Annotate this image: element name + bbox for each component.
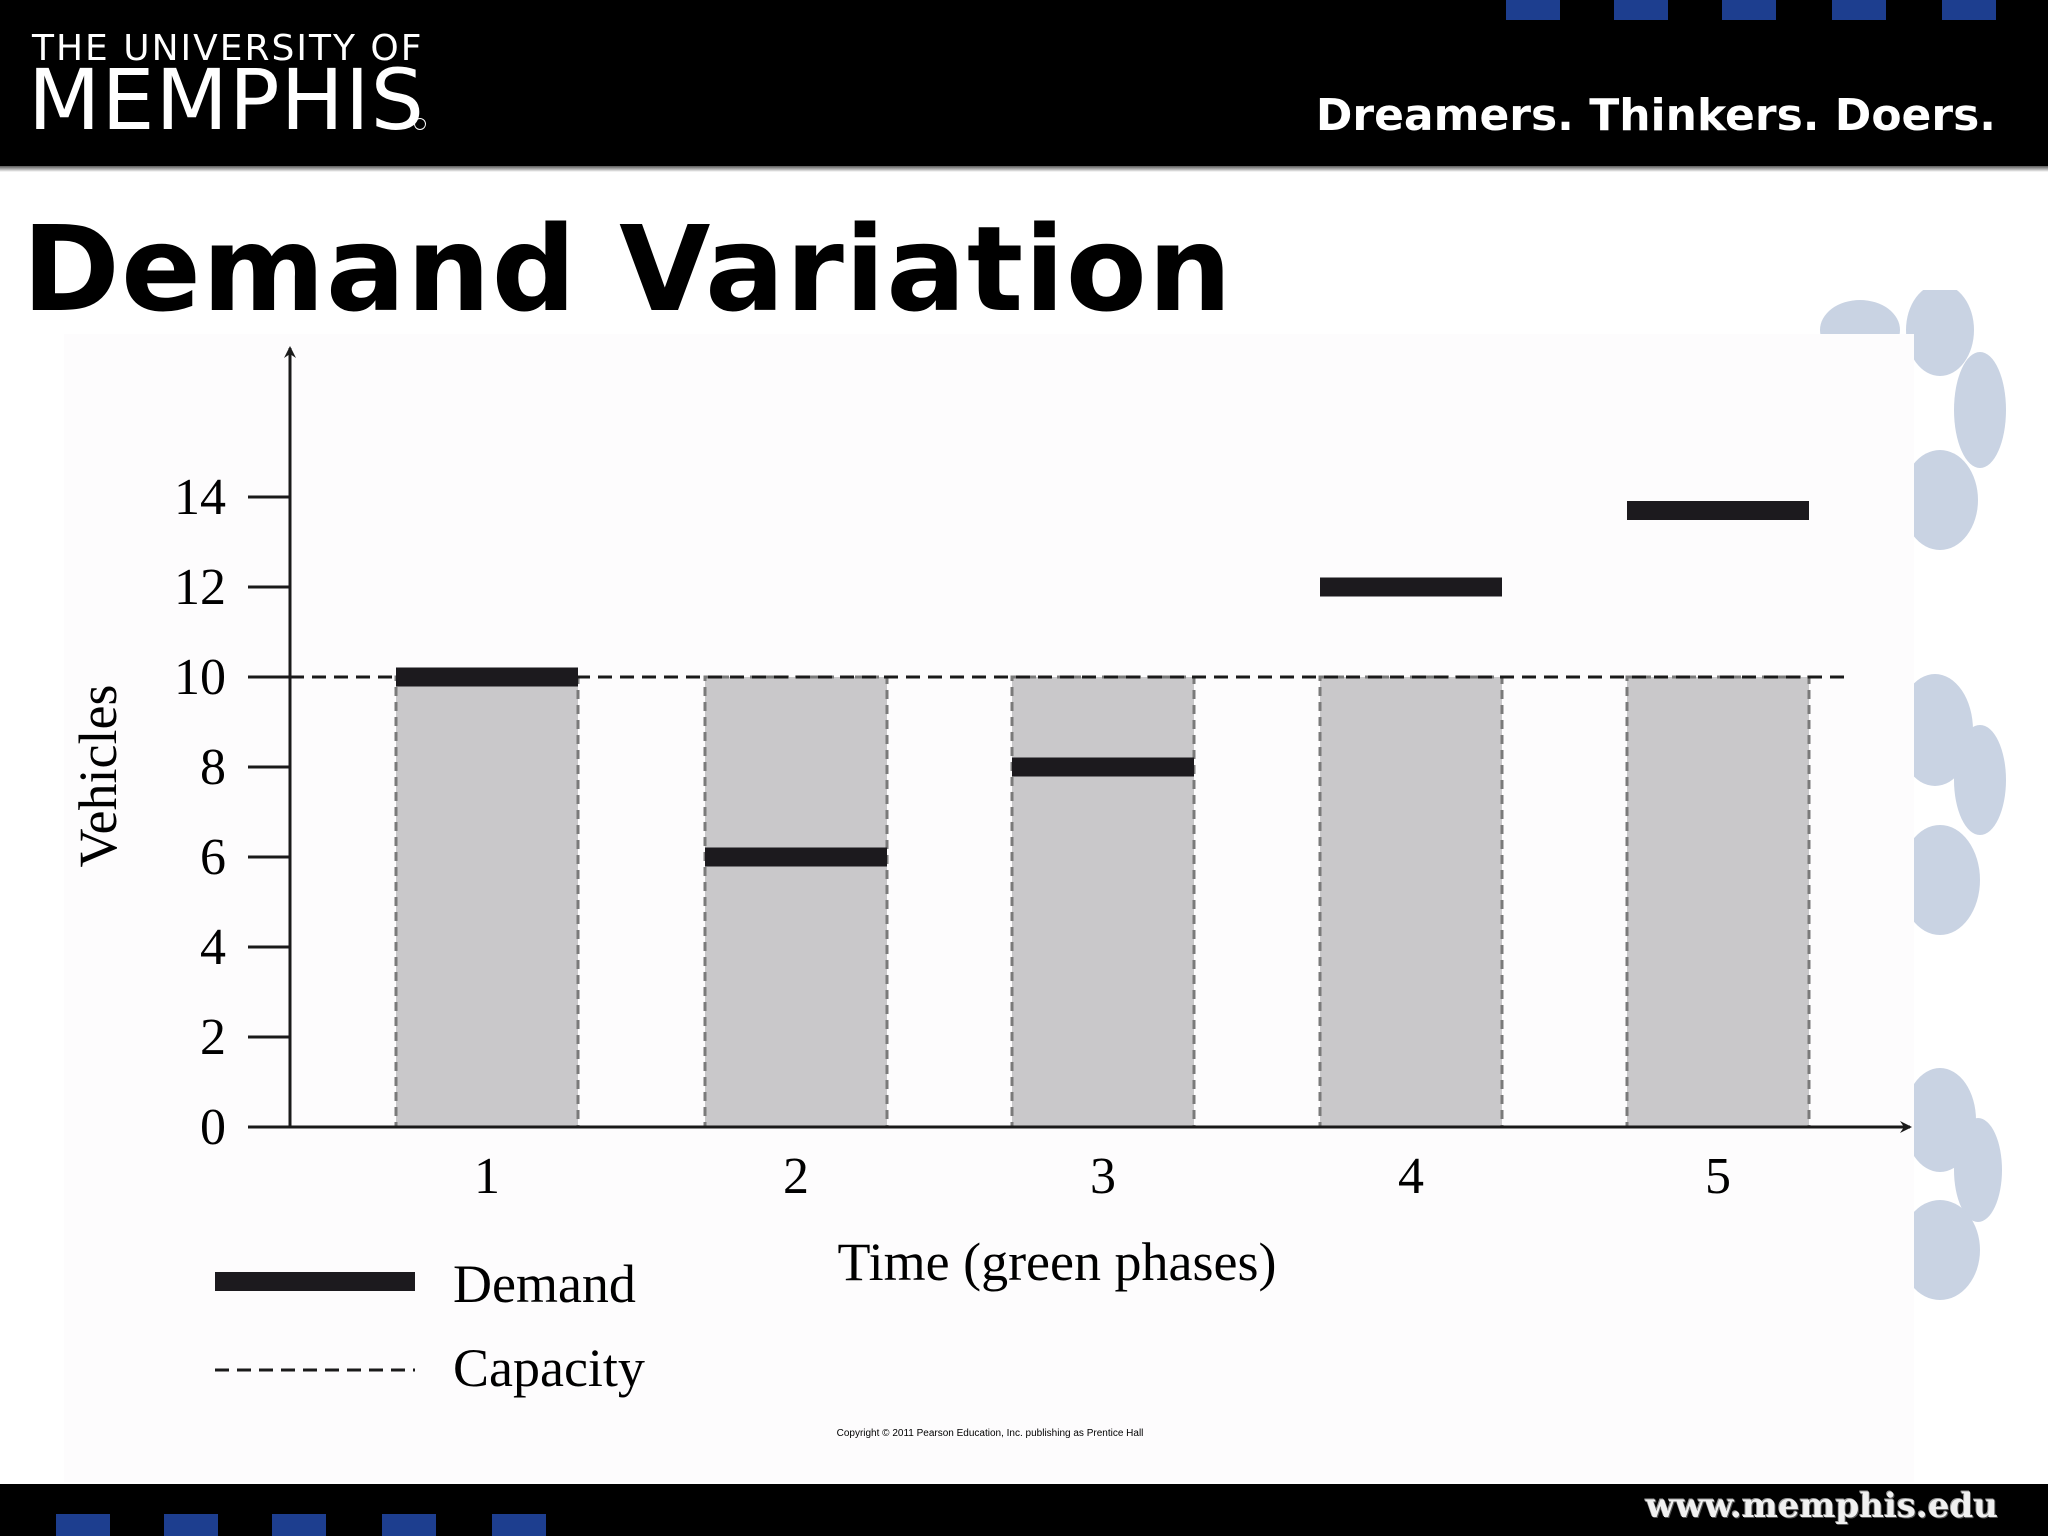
y-tick-label: 10 bbox=[174, 649, 226, 706]
legend-demand-label: Demand bbox=[453, 1254, 636, 1314]
registered-mark-icon bbox=[414, 118, 426, 130]
y-axis-label: Vehicles bbox=[68, 685, 128, 868]
capacity-bar-2 bbox=[703, 675, 889, 1129]
x-tick-label: 1 bbox=[474, 1148, 500, 1205]
y-tick-label: 2 bbox=[200, 1009, 226, 1066]
demand-bar-5 bbox=[1627, 501, 1809, 520]
y-tick-label: 4 bbox=[200, 919, 226, 976]
decor-square bbox=[272, 1514, 326, 1536]
capacity-bar-3 bbox=[1010, 675, 1196, 1129]
y-tick-label: 6 bbox=[200, 829, 226, 886]
decor-square bbox=[56, 1514, 110, 1536]
capacity-bar-1 bbox=[394, 675, 580, 1129]
header-bar: THE UNIVERSITY OF MEMPHIS Dreamers. Thin… bbox=[0, 0, 2048, 166]
x-axis-label: Time (green phases) bbox=[838, 1232, 1277, 1292]
y-tick-label: 0 bbox=[200, 1099, 226, 1156]
x-tick-label: 4 bbox=[1398, 1148, 1424, 1205]
y-tick-label: 12 bbox=[174, 559, 226, 616]
legend-capacity-label: Capacity bbox=[453, 1338, 645, 1398]
footer-url[interactable]: www.memphis.edu bbox=[1645, 1486, 1998, 1526]
capacity-bar-5 bbox=[1625, 675, 1811, 1129]
y-tick-label: 14 bbox=[174, 469, 226, 526]
y-tick-label: 8 bbox=[200, 739, 226, 796]
decor-square bbox=[1832, 0, 1886, 20]
logo-line1: THE UNIVERSITY OF bbox=[32, 28, 424, 69]
decor-square bbox=[1614, 0, 1668, 20]
decor-square bbox=[382, 1514, 436, 1536]
footer-bar bbox=[0, 1484, 2048, 1536]
decor-square bbox=[492, 1514, 546, 1536]
demand-bar-4 bbox=[1320, 577, 1502, 597]
slide-title: Demand Variation bbox=[22, 200, 1233, 338]
capacity-bar-4 bbox=[1318, 675, 1504, 1129]
decor-square bbox=[1942, 0, 1996, 20]
decor-square bbox=[164, 1514, 218, 1536]
x-tick-label: 2 bbox=[783, 1148, 809, 1205]
x-tick-label: 5 bbox=[1705, 1148, 1731, 1205]
demand-bar-1 bbox=[396, 667, 578, 687]
legend-demand-swatch bbox=[215, 1272, 415, 1291]
x-tick-label: 3 bbox=[1090, 1148, 1116, 1205]
decor-square bbox=[1506, 0, 1560, 20]
decor-square bbox=[1722, 0, 1776, 20]
header-shadow bbox=[0, 166, 2048, 172]
copyright-note: Copyright © 2011 Pearson Education, Inc.… bbox=[836, 1428, 1144, 1439]
demand-bar-3 bbox=[1012, 757, 1194, 777]
logo-line2: MEMPHIS bbox=[28, 51, 425, 149]
tagline: Dreamers. Thinkers. Doers. bbox=[1315, 90, 1996, 141]
demand-bar-2 bbox=[705, 847, 887, 867]
